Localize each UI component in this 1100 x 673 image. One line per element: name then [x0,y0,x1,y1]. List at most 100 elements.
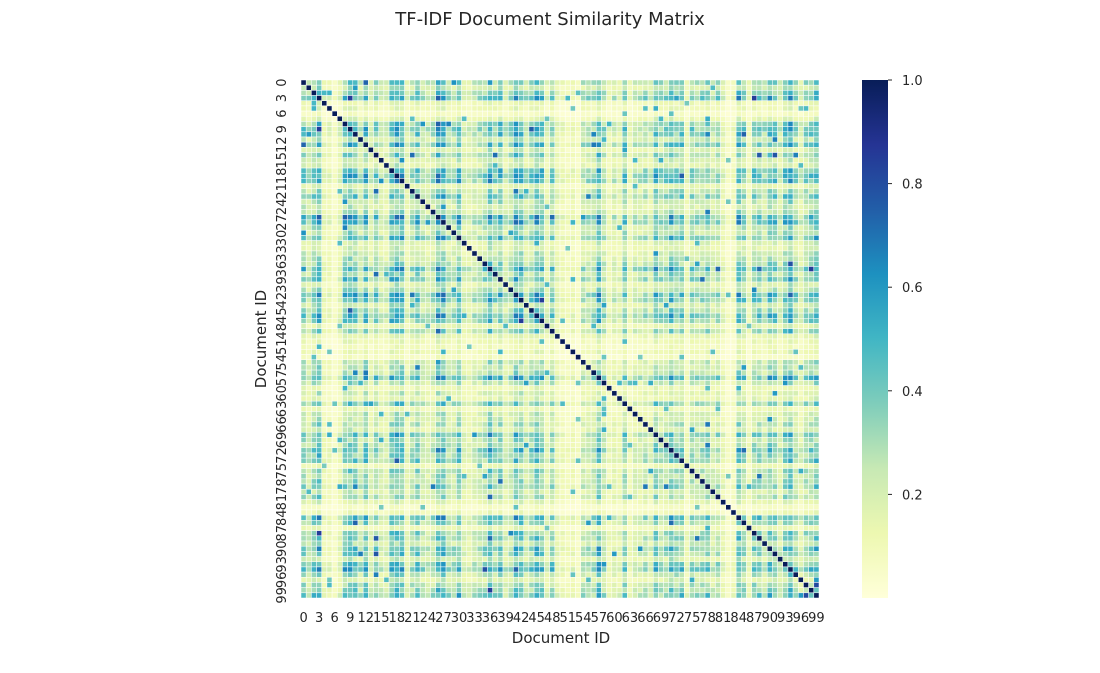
heatmap-cell [399,307,405,314]
heatmap-cell [497,178,504,184]
heatmap-cell [533,95,540,101]
heatmap-cell [766,255,773,262]
heatmap-cell [751,245,758,252]
heatmap-cell [347,261,354,267]
heatmap-cell [782,121,789,127]
heatmap-cell [601,271,607,278]
heatmap-cell [544,162,550,169]
heatmap-cell [544,131,550,138]
heatmap-cell [570,240,576,247]
heatmap-cell [554,307,561,314]
heatmap-cell [637,193,644,200]
heatmap-cell [689,172,695,179]
heatmap-cell [694,261,701,267]
heatmap-cell [621,152,628,158]
heatmap-cell [616,79,623,86]
heatmap-cell [357,131,364,138]
heatmap-cell [564,136,571,143]
heatmap-cell [399,245,405,252]
heatmap-cell [482,152,488,158]
heatmap-cell [564,209,571,215]
heatmap-cell [321,172,328,179]
heatmap-cell [803,131,809,138]
heatmap-cell [798,84,804,91]
heatmap-cell [720,229,727,236]
heatmap-cell [746,312,752,319]
heatmap-cell [606,224,613,231]
heatmap-cell [337,100,343,107]
heatmap-cell [668,121,675,127]
heatmap-cell [425,147,431,153]
heatmap-cell [668,261,675,267]
heatmap-cell [642,245,649,252]
heatmap-cell [601,183,607,190]
heatmap-cell [368,110,374,117]
heatmap-cell [746,261,752,267]
heatmap-cell [533,116,540,122]
heatmap-cell [544,95,550,101]
heatmap-cell [554,147,561,153]
heatmap-cell [751,229,758,236]
heatmap-cell [362,255,369,262]
heatmap-cell [730,281,737,288]
heatmap-cell [347,79,354,86]
heatmap-cell [601,240,607,247]
heatmap-cell [528,167,535,174]
heatmap-cell [606,245,613,252]
heatmap-cell [399,286,405,293]
heatmap-cell [450,276,457,283]
heatmap-cell [357,136,364,143]
heatmap-cell [342,266,348,272]
heatmap-cell [601,286,607,293]
heatmap-cell [471,126,478,133]
heatmap-cell [678,126,685,133]
heatmap-cell [772,100,778,107]
heatmap-cell [466,240,473,247]
heatmap-cell [554,136,561,143]
heatmap-cell [637,126,644,133]
heatmap-cell [409,224,416,231]
heatmap-cell [611,178,618,184]
heatmap-cell [668,162,675,169]
heatmap-cell [539,100,545,107]
heatmap-cell [466,162,473,169]
heatmap-cell [414,204,421,210]
heatmap-cell [450,188,457,195]
heatmap-cell [393,209,400,215]
heatmap-cell [544,188,550,195]
heatmap-cell [311,110,317,117]
heatmap-cell [497,318,504,324]
heatmap-cell [808,323,815,329]
heatmap-cell [419,172,426,179]
heatmap-cell [368,193,374,200]
heatmap-cell [316,136,322,143]
heatmap-cell [357,307,364,314]
heatmap-cell [440,90,447,96]
heatmap-cell [466,250,473,257]
heatmap-cell [751,157,758,164]
heatmap-cell [564,245,571,252]
heatmap-cell [627,105,633,112]
heatmap-cell [694,188,701,195]
heatmap-cell [673,214,680,221]
heatmap-cell [735,276,742,283]
heatmap-cell [476,302,483,309]
heatmap-cell [393,328,400,335]
heatmap-cell [388,193,395,200]
heatmap-cell [730,141,737,148]
heatmap-cell [725,281,732,288]
heatmap-cell [658,276,664,283]
heatmap-cell [523,204,530,210]
heatmap-cell [430,266,436,272]
heatmap-cell [378,240,385,247]
heatmap-cell [388,318,395,324]
heatmap-cell [456,312,462,319]
heatmap-cell [627,152,633,158]
heatmap-cell [466,126,473,133]
heatmap-cell [476,188,483,195]
heatmap-cell [316,271,322,278]
heatmap-cell [570,261,576,267]
heatmap-cell [611,95,618,101]
heatmap-cell [487,240,493,247]
heatmap-cell [694,105,701,112]
